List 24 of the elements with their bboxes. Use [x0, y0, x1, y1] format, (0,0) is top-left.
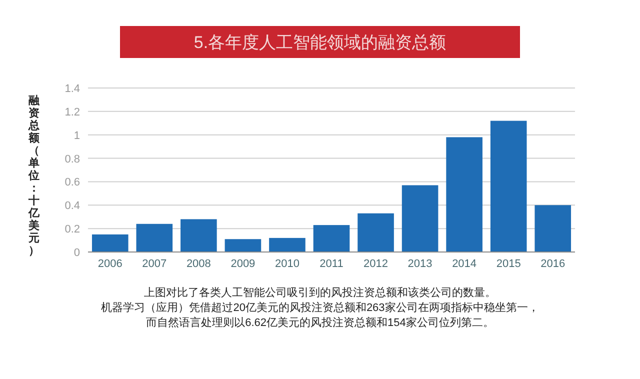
x-tick-label: 2012 — [364, 258, 388, 270]
x-tick-label: 2007 — [142, 258, 167, 270]
y-tick-label: 1.4 — [64, 83, 80, 95]
x-tick-label: 2011 — [320, 258, 344, 270]
text: 上图对比了各类人工智能公司吸引到的风投注资总额和该类公司的数量。 — [144, 286, 496, 299]
x-tick-label: 2015 — [496, 258, 521, 270]
x-tick-label: 2016 — [540, 258, 566, 270]
text: 机器学习（应用）凭借超过20亿美元的风投注资总额和263家公司在两项指标中稳坐第一， — [101, 301, 539, 314]
y-tick-label: 0.4 — [64, 200, 80, 212]
x-tick-label: 2014 — [452, 258, 477, 270]
x-tick-label: 2006 — [98, 258, 122, 270]
y-tick-label: 0.2 — [64, 224, 80, 236]
x-tick-label: 2013 — [408, 258, 432, 270]
y-tick-label: 1 — [74, 130, 80, 142]
y-tick-label: 0 — [74, 247, 80, 259]
text: 融资总额（单位：十亿美元） — [28, 95, 40, 257]
y-tick-label: 0.8 — [64, 153, 80, 166]
y-tick-label: 1.2 — [64, 106, 80, 118]
x-tick-label: 2008 — [186, 258, 211, 270]
y-tick-label: 0.6 — [64, 176, 80, 189]
title: 5.各年度人工智能领域的融资总额 — [194, 33, 446, 52]
text: 而自然语言处理则以6.62亿美元的风投注资总额和154家公司位列第二。 — [146, 316, 494, 329]
x-tick-label: 2010 — [274, 258, 300, 270]
x-tick-label: 2009 — [230, 258, 256, 270]
